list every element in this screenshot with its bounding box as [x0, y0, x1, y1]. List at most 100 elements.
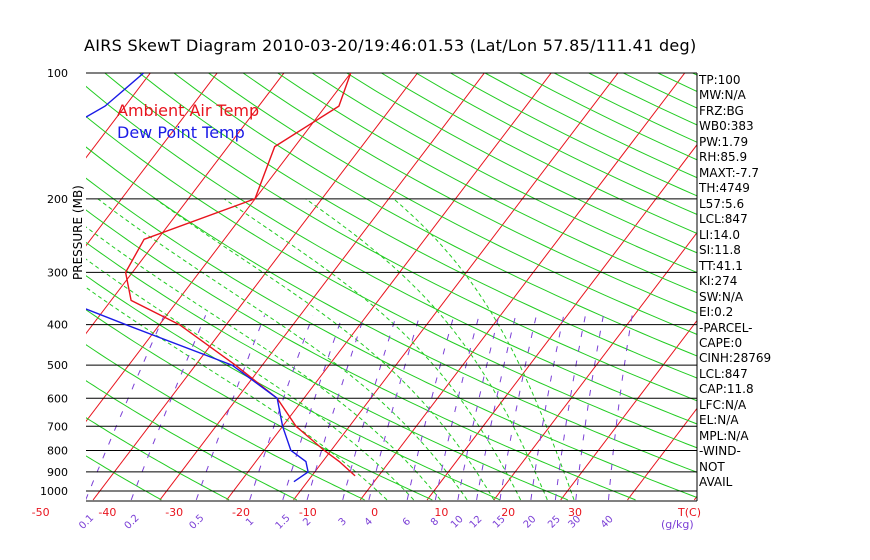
- dry-adiabat-line: [139, 73, 697, 379]
- dewpoint-line: [86, 73, 309, 483]
- dry-adiabat-line: [796, 73, 870, 500]
- temperature-tick-label: -50: [32, 506, 50, 519]
- dry-adiabat-line: [208, 73, 697, 335]
- index-item: MW:N/A: [699, 88, 746, 103]
- dry-adiabat-line: [450, 73, 697, 197]
- legend-ambient-air-temp: Ambient Air Temp: [117, 101, 260, 120]
- temperature-tick-label: -40: [98, 506, 116, 519]
- index-item: LCL:847: [699, 212, 748, 227]
- dry-adiabat-line: [831, 73, 870, 500]
- index-item: AVAIL: [699, 475, 733, 490]
- dry-adiabat-line: [86, 309, 433, 501]
- index-item: SI:11.8: [699, 243, 741, 258]
- isotherm-line: [0, 64, 24, 500]
- mixing-ratio-tick-label: 0.2: [123, 513, 142, 532]
- index-item: KI:274: [699, 274, 738, 289]
- pressure-tick-label: 300: [47, 266, 68, 279]
- dry-adiabat-line: [86, 417, 230, 501]
- index-item: EI:0.2: [699, 305, 734, 320]
- dry-adiabat-line: [86, 177, 697, 499]
- temperature-tick-label: -30: [165, 506, 183, 519]
- mixing-ratio-line: [608, 315, 633, 500]
- dry-adiabat-line: [86, 146, 697, 473]
- mixing-ratio-tick-label: 25: [546, 514, 563, 531]
- index-item: RH:85.9: [699, 150, 748, 165]
- pressure-tick-label: 600: [47, 392, 68, 405]
- mixing-ratio-line: [575, 315, 604, 500]
- mixing-ratio-tick-label: 1: [244, 516, 256, 528]
- index-item: MPL:N/A: [699, 428, 749, 443]
- index-item: MAXT:-7.7: [699, 165, 760, 180]
- dry-adiabat-line: [173, 73, 697, 357]
- temperature-tick-label: 30: [568, 506, 582, 519]
- isotherm-line: [426, 143, 697, 501]
- isotherm-line: [86, 73, 218, 247]
- mixing-ratio-tick-label: 1.5: [274, 513, 293, 532]
- dry-adiabat-line: [86, 344, 365, 501]
- pressure-tick-label: 100: [47, 67, 68, 80]
- isotherm-line: [627, 407, 697, 501]
- isotherm-line: [92, 73, 419, 501]
- pressure-tick-label: 900: [47, 466, 68, 479]
- dry-adiabat-line: [519, 73, 697, 161]
- dry-adiabat-line: [86, 241, 568, 501]
- mixing-ratio-line: [530, 315, 565, 500]
- index-item: SW:N/A: [699, 289, 744, 304]
- index-item: NOT: [699, 459, 725, 474]
- index-item: LFC:N/A: [699, 397, 747, 412]
- dry-adiabat-line: [86, 380, 298, 501]
- air-temperature-line: [124, 73, 356, 477]
- mixing-ratio-tick-label: 6: [401, 516, 413, 528]
- index-item: LI:14.0: [699, 227, 740, 242]
- dry-adiabat-line: [415, 73, 697, 215]
- dry-adiabat-line: [86, 115, 697, 449]
- dry-adiabat-line: [277, 73, 697, 294]
- mixing-ratio-tick-label: 10: [449, 514, 466, 531]
- moist-adiabat-line: [223, 198, 522, 501]
- y-axis-label: PRESSURE (MB): [71, 185, 85, 280]
- mixing-ratio-unit-label: (g/kg): [661, 518, 694, 531]
- index-item: TH:4749: [699, 181, 750, 196]
- index-item: WB0:383: [699, 119, 754, 134]
- index-item: EL:N/A: [699, 413, 739, 428]
- dry-adiabat-line: [242, 73, 697, 314]
- moist-adiabat-line: [393, 198, 575, 501]
- moist-adiabat-line: [305, 198, 548, 501]
- dry-adiabat-line: [311, 73, 697, 274]
- mixing-ratio-line: [554, 315, 586, 500]
- isotherm-line: [493, 231, 697, 501]
- isotherm-line: [560, 319, 697, 501]
- isotherm-line: [86, 73, 285, 335]
- mixing-ratio-line: [499, 315, 537, 500]
- pressure-tick-label: 700: [47, 420, 68, 433]
- mixing-ratio-tick-label: 40: [599, 514, 616, 531]
- mixing-ratio-line: [476, 315, 517, 500]
- dry-adiabat-line: [86, 455, 162, 501]
- dry-adiabat-line: [86, 209, 636, 501]
- index-item: CINH:28769: [699, 351, 772, 366]
- stability-indices: TP:100 MW:N/A FRZ:BG WB0:383 PW:1.79 RH:…: [699, 73, 771, 491]
- temperature-tick-label: -20: [232, 506, 250, 519]
- pressure-tick-label: 500: [47, 359, 68, 372]
- moist-adiabat-line: [154, 198, 495, 501]
- isotherm-line: [86, 73, 151, 159]
- index-item: CAPE:0: [699, 335, 743, 350]
- mixing-ratio-line: [434, 315, 480, 500]
- pressure-tick-label: 200: [47, 193, 68, 206]
- moist-adiabat-line: [97, 198, 468, 501]
- index-item: TP:100: [699, 73, 741, 87]
- temperature-unit-label: T(C): [677, 506, 701, 519]
- dry-adiabat-line: [866, 73, 870, 500]
- index-item: FRZ:BG: [699, 103, 744, 118]
- dry-adiabat-line: [86, 275, 501, 501]
- moist-adiabat-line: [86, 226, 441, 501]
- isotherm-line: [0, 64, 91, 500]
- mixing-ratio-line: [457, 315, 500, 501]
- index-item: -PARCEL-: [699, 320, 753, 335]
- chart-title: AIRS SkewT Diagram 2010-03-20/19:46:01.5…: [84, 36, 697, 55]
- temperature-tick-label: -10: [299, 506, 317, 519]
- dry-adiabat-line: [104, 73, 697, 402]
- moist-adiabat-line: [86, 258, 415, 501]
- index-item: TT:41.1: [699, 258, 743, 273]
- legend-dew-point-temp: Dew Point Temp: [117, 123, 245, 142]
